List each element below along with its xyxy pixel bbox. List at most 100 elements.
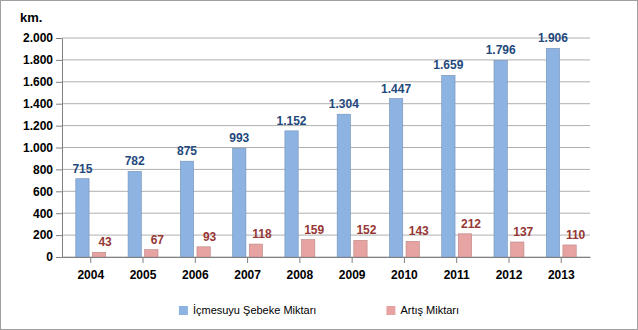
data-label: 143 [409, 224, 429, 238]
x-tick-mark [508, 257, 509, 263]
bar [389, 99, 402, 257]
y-tick: 1.200 [23, 119, 62, 133]
bars [76, 48, 576, 257]
bar [563, 245, 576, 257]
y-axis-label: km. [20, 10, 42, 25]
x-tick: 2012 [496, 257, 523, 282]
y-tick-label: 1.600 [23, 75, 53, 89]
y-tick: 600 [33, 185, 62, 199]
y-tick-mark [56, 191, 62, 192]
bar [92, 252, 105, 257]
data-label: 152 [356, 223, 376, 237]
legend-label: İçmesuyu Şebeke Miktarı [193, 304, 317, 316]
grid [62, 38, 590, 257]
y-tick-label: 2.000 [23, 31, 53, 45]
x-tick: 2008 [287, 257, 314, 282]
y-tick: 1.600 [23, 75, 62, 89]
x-tick-mark [404, 257, 405, 263]
data-label: 875 [177, 144, 197, 158]
y-tick-mark [56, 169, 62, 170]
y-tick-label: 1.400 [23, 97, 53, 111]
data-label: 1.659 [433, 58, 463, 72]
y-axis-line [62, 39, 63, 258]
x-tick: 2005 [130, 257, 157, 282]
legend: İçmesuyu Şebeke Miktarı Artış Miktarı [179, 304, 459, 316]
chart-frame [1, 1, 638, 330]
x-tick-mark [143, 257, 144, 263]
legend-swatch [179, 306, 188, 315]
legend-label: Artış Miktarı [400, 304, 459, 316]
x-tick-mark [456, 257, 457, 263]
y-tick-mark [56, 82, 62, 83]
bar [442, 75, 455, 257]
data-label: 993 [229, 131, 249, 145]
x-tick: 2009 [339, 257, 366, 282]
data-label: 67 [151, 233, 165, 247]
data-label: 1.152 [277, 114, 307, 128]
x-tick-label: 2005 [130, 268, 157, 282]
bar [406, 241, 419, 257]
grid-line [62, 103, 590, 104]
bar [337, 114, 350, 257]
y-tick-label: 0 [46, 250, 53, 264]
data-label: 212 [461, 217, 481, 231]
y-axis: 0 200 400 600 800 1.000 1.200 1.400 1.600 1.800 2.… [23, 31, 63, 264]
y-tick-label: 1.800 [23, 53, 53, 67]
y-tick-mark [56, 38, 62, 39]
y-tick: 800 [33, 163, 62, 177]
plot: 0 200 400 600 800 1.000 1.200 1.400 1.600 1.800 2.… [23, 31, 591, 282]
x-tick-label: 2006 [182, 268, 209, 282]
x-tick-label: 2008 [287, 268, 314, 282]
y-tick-label: 1.000 [23, 141, 53, 155]
data-label: 715 [72, 162, 92, 176]
x-axis: 2004200520062007200820092010201120122013 [63, 257, 591, 282]
data-label: 43 [98, 235, 112, 249]
x-tick-label: 2011 [444, 268, 470, 282]
y-tick-label: 600 [33, 185, 53, 199]
x-tick: 2011 [444, 257, 470, 282]
y-tick-mark [56, 60, 62, 61]
x-tick-mark [247, 257, 248, 263]
data-label: 110 [566, 228, 586, 242]
bar [302, 240, 315, 257]
bar [458, 234, 471, 257]
y-tick-mark [56, 148, 62, 149]
y-tick: 0 [46, 250, 62, 264]
y-tick-label: 1.200 [23, 119, 53, 133]
bar [128, 171, 141, 257]
grid-line [62, 59, 590, 60]
y-tick: 400 [33, 207, 62, 221]
x-tick-label: 2009 [339, 268, 366, 282]
bar [180, 161, 193, 257]
bar [145, 250, 158, 257]
x-tick-label: 2007 [234, 268, 261, 282]
bar [354, 240, 367, 257]
y-tick: 1.000 [23, 141, 62, 155]
y-tick-mark [56, 235, 62, 236]
bar [285, 131, 298, 257]
bar [249, 244, 262, 257]
data-labels: 7157828759931.1521.3041.4471.6591.7961.9… [72, 31, 585, 249]
x-tick-mark [352, 257, 353, 263]
legend-item: Artış Miktarı [386, 304, 459, 316]
x-tick-label: 2013 [548, 268, 575, 282]
y-tick: 1.400 [23, 97, 62, 111]
y-tick-label: 200 [33, 228, 53, 242]
data-label: 159 [304, 223, 324, 237]
x-axis-line [63, 257, 591, 258]
x-tick: 2013 [548, 257, 575, 282]
x-tick: 2006 [182, 257, 209, 282]
bar [76, 179, 89, 257]
data-label: 118 [252, 227, 272, 241]
data-label: 1.906 [538, 31, 568, 45]
grid-line [62, 81, 590, 82]
x-tick-label: 2012 [496, 268, 523, 282]
y-tick: 2.000 [23, 31, 62, 45]
y-tick: 200 [33, 228, 62, 242]
x-tick: 2007 [234, 257, 261, 282]
chart: 0 200 400 600 800 1.000 1.200 1.400 1.600 1.800 2.… [0, 0, 638, 330]
legend-swatch [386, 306, 395, 315]
grid-line [62, 169, 590, 170]
bar [511, 242, 524, 257]
grid-line [62, 147, 590, 148]
